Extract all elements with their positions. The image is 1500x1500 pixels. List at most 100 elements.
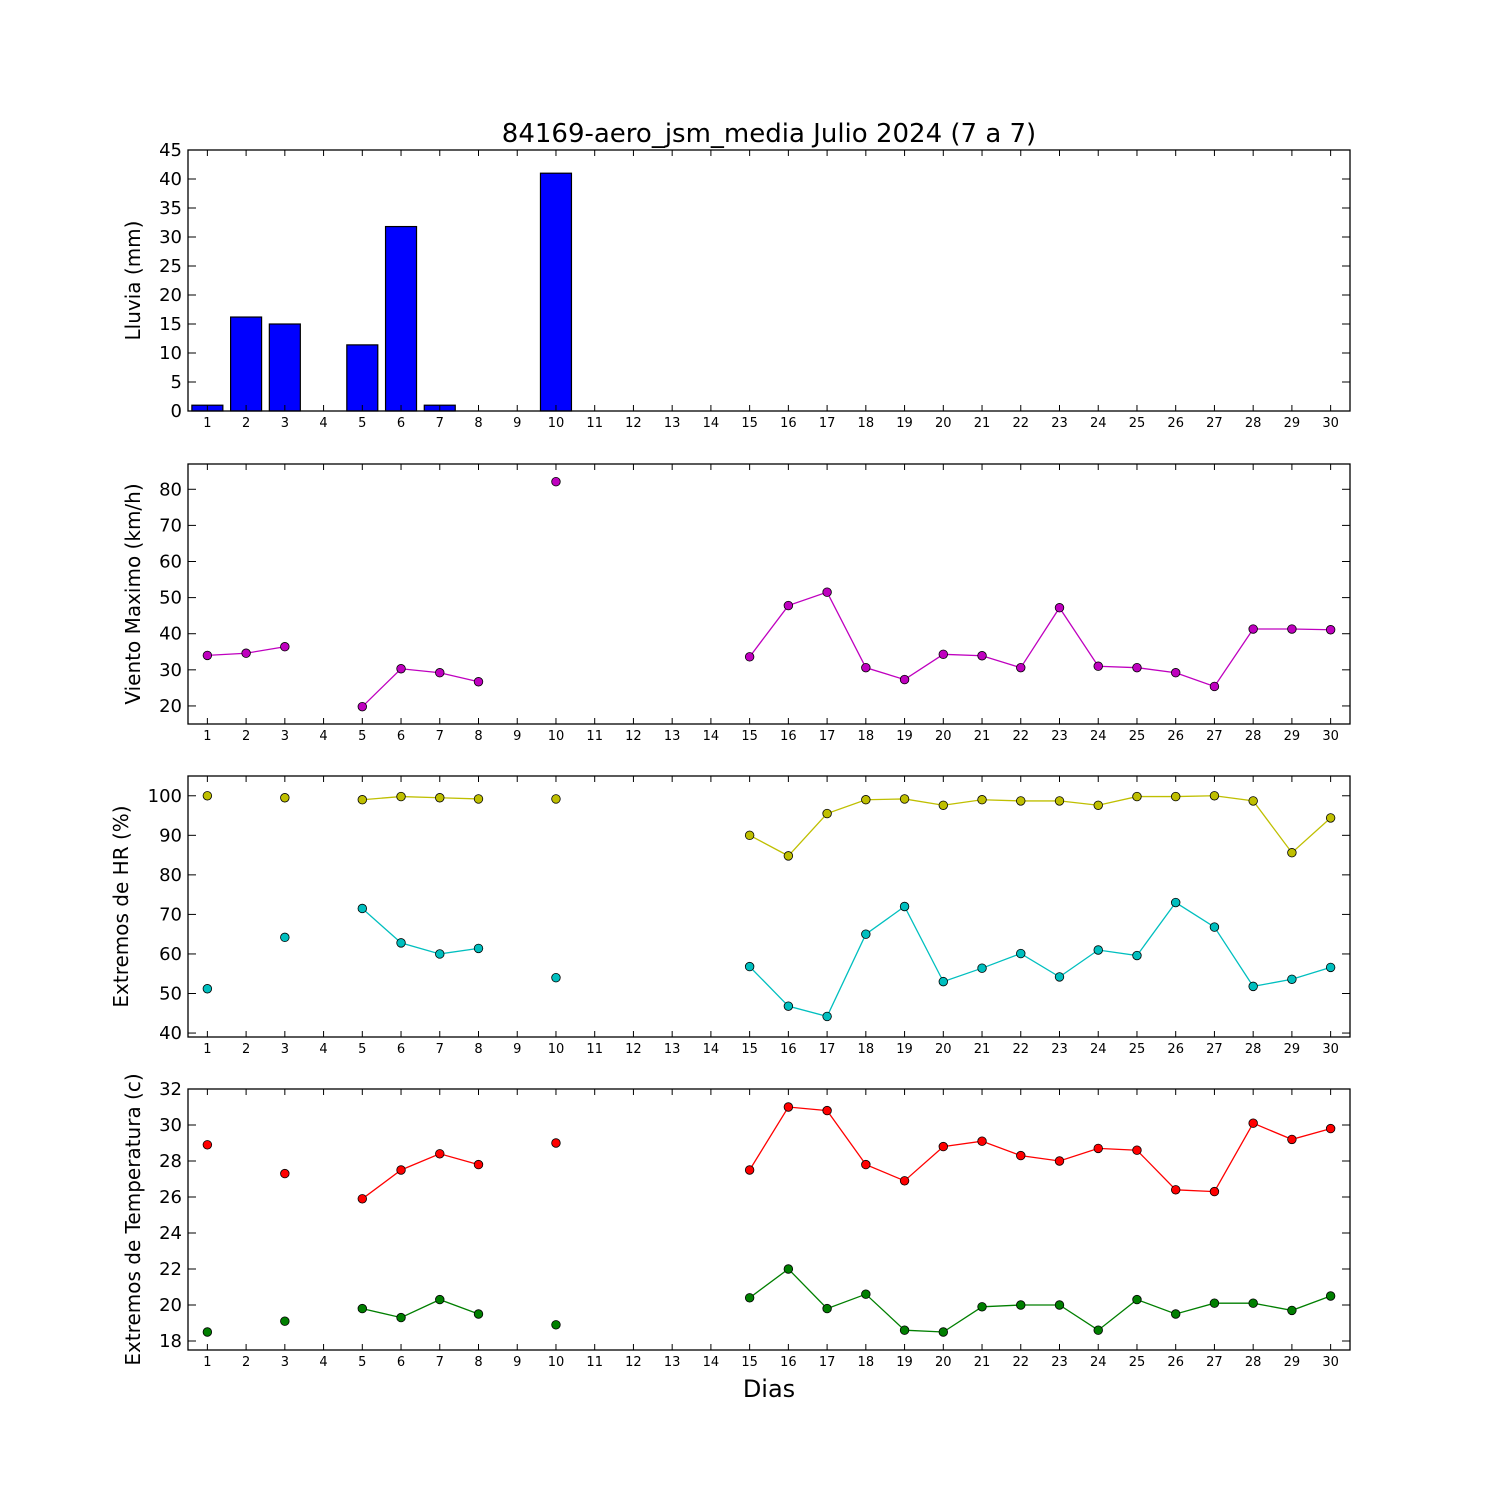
data-point — [1325, 962, 1336, 973]
y-tick-label: 32 — [159, 1079, 182, 1100]
x-tick-label: 2 — [242, 729, 250, 744]
data-point — [1093, 1325, 1103, 1335]
panel-4: Extremos de Temperatura (c) 1820222426283… — [121, 1073, 1351, 1370]
data-point — [1325, 1123, 1336, 1134]
x-tick-label: 3 — [281, 416, 289, 431]
data-point — [473, 794, 484, 804]
series-line — [361, 668, 479, 708]
data-point — [977, 795, 987, 805]
data-point — [280, 793, 290, 803]
x-tick-label: 21 — [974, 1042, 991, 1057]
data-point — [396, 664, 406, 674]
y-tick-label: 0 — [171, 401, 182, 422]
data-point — [435, 949, 445, 959]
data-point — [822, 808, 832, 819]
x-tick-label: 10 — [548, 416, 565, 431]
data-point — [899, 674, 910, 685]
x-tick-label: 23 — [1051, 729, 1068, 744]
y-tick-label: 40 — [159, 624, 182, 645]
data-point — [1248, 1298, 1258, 1308]
x-tick-label: 28 — [1245, 1042, 1262, 1057]
x-tick-label: 4 — [319, 1355, 327, 1370]
x-tick-label: 27 — [1206, 1042, 1223, 1057]
data-point — [473, 943, 484, 954]
y-tick-label: 20 — [159, 1295, 182, 1316]
data-point — [357, 903, 368, 914]
x-tick-label: 5 — [358, 1355, 366, 1370]
x-tick-label: 6 — [397, 1042, 405, 1057]
series-line — [749, 1106, 1331, 1193]
data-point — [1325, 625, 1336, 635]
x-tick-label: 18 — [858, 729, 875, 744]
y-tick-label: 70 — [159, 515, 182, 536]
x-tick-label: 18 — [858, 1355, 875, 1370]
data-point — [202, 1327, 213, 1337]
y-tick-label: 26 — [159, 1187, 182, 1208]
x-tick-label: 20 — [935, 1355, 952, 1370]
y-tick-label: 50 — [159, 984, 182, 1005]
data-point — [473, 1159, 484, 1170]
data-point — [899, 1176, 910, 1186]
x-tick-label: 7 — [436, 1355, 444, 1370]
data-point — [1016, 948, 1026, 959]
axes-frame — [187, 149, 1351, 412]
x-tick-label: 21 — [974, 416, 991, 431]
data-point — [744, 1165, 755, 1175]
series-line — [749, 795, 1332, 857]
x-tick-label: 3 — [281, 1355, 289, 1370]
y-tick-label: 80 — [159, 479, 182, 500]
data-point — [1170, 1185, 1181, 1195]
x-tick-label: 2 — [242, 1042, 250, 1057]
y-tick-label: 40 — [159, 1023, 182, 1044]
data-point — [977, 1136, 987, 1146]
y-axis-label: Extremos de Temperatura (c) — [121, 1073, 145, 1365]
data-point — [1209, 1298, 1220, 1308]
x-tick-label: 28 — [1245, 729, 1262, 744]
x-tick-label: 16 — [780, 1042, 797, 1057]
x-tick-label: 19 — [896, 416, 913, 431]
y-tick-label: 80 — [159, 865, 182, 886]
x-tick-label: 3 — [281, 1042, 289, 1057]
data-point — [1093, 945, 1103, 955]
y-tick-label: 25 — [159, 256, 182, 277]
x-tick-label: 3 — [281, 729, 289, 744]
data-point — [783, 600, 794, 611]
x-tick-label: 14 — [703, 416, 720, 431]
data-point — [744, 652, 755, 662]
x-tick-label: 14 — [703, 729, 720, 744]
data-point — [822, 1303, 832, 1314]
series-line — [362, 1298, 479, 1319]
data-point — [1016, 1150, 1026, 1161]
data-point — [396, 938, 406, 948]
x-tick-label: 4 — [319, 416, 327, 431]
data-point — [1325, 1291, 1336, 1301]
data-point — [1209, 1186, 1220, 1197]
x-tick-label: 11 — [586, 1042, 603, 1057]
data-point — [1248, 624, 1258, 634]
data-point — [1016, 662, 1026, 673]
x-tick-label: 29 — [1284, 416, 1301, 431]
series-line — [362, 795, 479, 801]
data-point — [1132, 1294, 1142, 1305]
x-tick-label: 16 — [780, 1355, 797, 1370]
data-point — [1248, 1118, 1258, 1128]
data-point — [1287, 1305, 1297, 1316]
x-tick-label: 24 — [1090, 416, 1107, 431]
y-tick-label: 30 — [159, 1115, 182, 1136]
x-tick-label: 1 — [203, 729, 211, 744]
y-tick-label: 60 — [159, 944, 182, 965]
x-tick-label: 25 — [1129, 729, 1146, 744]
x-tick-label: 30 — [1322, 416, 1339, 431]
data-point — [202, 1140, 213, 1150]
data-point — [1016, 1300, 1026, 1310]
x-tick-label: 12 — [625, 1042, 642, 1057]
data-point — [1287, 1134, 1297, 1145]
data-point — [977, 651, 987, 661]
x-tick-label: 12 — [625, 416, 642, 431]
data-point — [744, 961, 755, 972]
series-line — [749, 591, 1331, 688]
data-point — [783, 1001, 794, 1011]
series-line — [749, 901, 1331, 1018]
y-tick-label: 70 — [159, 904, 182, 925]
